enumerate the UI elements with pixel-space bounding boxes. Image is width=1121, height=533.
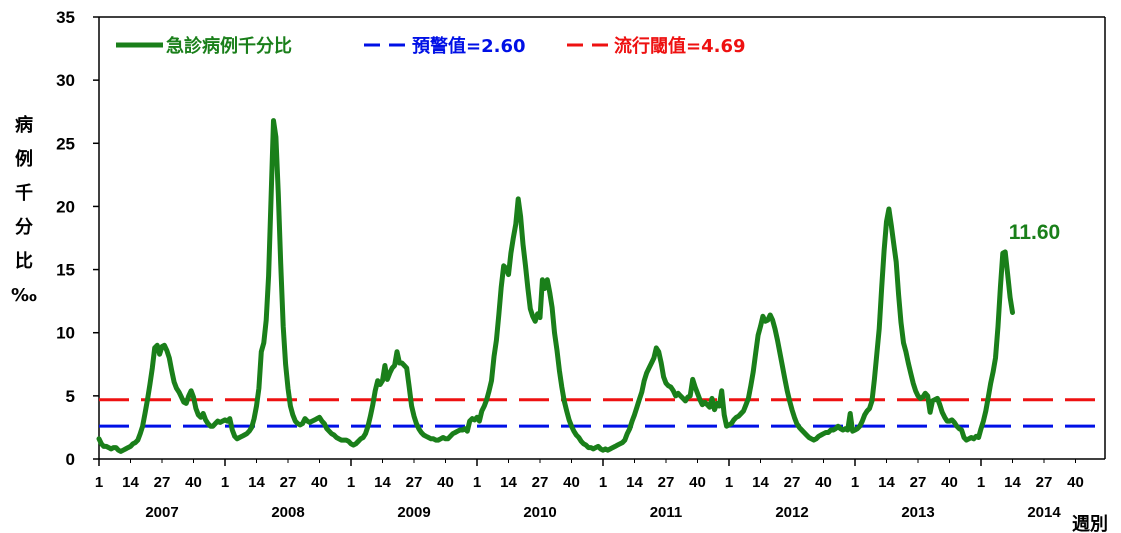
x-tick-label: 14 <box>1004 474 1021 491</box>
x-tick-label: 40 <box>815 474 832 491</box>
y-tick-label: 25 <box>56 134 75 153</box>
legend-label-er-visits: 急診病例千分比 <box>166 35 292 57</box>
x-tick-label: 14 <box>248 474 265 491</box>
legend-label-epidemic: 流行閾值=4.69 <box>614 35 746 57</box>
x-tick-label: 14 <box>374 474 391 491</box>
x-tick-label: 27 <box>784 474 801 491</box>
year-label: 2010 <box>523 504 556 521</box>
x-tick-label: 27 <box>658 474 675 491</box>
x-tick-label: 1 <box>347 474 355 491</box>
x-tick-label: 27 <box>910 474 927 491</box>
year-label: 2014 <box>1027 504 1061 521</box>
y-axis-ticks: 0 5 10 15 20 25 30 35 <box>56 8 99 469</box>
x-tick-label: 27 <box>406 474 423 491</box>
x-tick-label: 40 <box>437 474 454 491</box>
y-axis-label-char: 病 <box>15 114 33 136</box>
y-tick-label: 10 <box>56 324 75 343</box>
year-label: 2012 <box>775 504 808 521</box>
year-label: 2008 <box>271 504 304 521</box>
x-tick-label: 1 <box>599 474 607 491</box>
y-tick-label: 20 <box>56 197 75 216</box>
x-tick-label: 27 <box>154 474 171 491</box>
last-value-label: 11.60 <box>1009 221 1060 244</box>
x-tick-label: 1 <box>977 474 985 491</box>
year-labels: 2007 2008 2009 2010 2011 2012 2013 2014 <box>145 504 1061 521</box>
year-label: 2013 <box>901 504 934 521</box>
x-tick-label: 40 <box>185 474 202 491</box>
x-axis-ticks: 1 14 27 40 1 14 27 40 1 14 27 40 1 14 27 40 1 14 27 40 1 14 27… <box>95 459 1084 491</box>
x-tick-label: 1 <box>725 474 733 491</box>
x-tick-label: 27 <box>1036 474 1053 491</box>
x-tick-label: 14 <box>122 474 139 491</box>
y-tick-label: 5 <box>66 387 75 406</box>
x-tick-label: 40 <box>689 474 706 491</box>
x-tick-label: 27 <box>532 474 549 491</box>
y-tick-label: 35 <box>56 8 75 27</box>
x-tick-label: 40 <box>1067 474 1084 491</box>
x-tick-label: 1 <box>851 474 859 491</box>
y-axis-label-char: 比 <box>15 251 33 272</box>
x-axis-label: 週別 <box>1072 514 1108 533</box>
year-label: 2007 <box>145 504 178 521</box>
x-tick-label: 1 <box>221 474 229 491</box>
x-tick-label: 27 <box>280 474 297 491</box>
x-tick-label: 1 <box>95 474 103 491</box>
y-axis-label-char: 例 <box>15 148 33 170</box>
legend-label-alert: 預警值=2.60 <box>412 35 526 57</box>
year-label: 2009 <box>397 504 430 521</box>
y-axis-label: 病例千分比 ‰ <box>11 114 37 306</box>
x-tick-label: 40 <box>311 474 328 491</box>
y-tick-label: 30 <box>56 71 75 90</box>
y-axis-label-char: ‰ <box>11 285 37 306</box>
x-tick-label: 14 <box>878 474 895 491</box>
x-tick-label: 40 <box>563 474 580 491</box>
x-tick-label: 40 <box>941 474 958 491</box>
year-label: 2011 <box>650 504 683 521</box>
y-axis-label-char: 千 <box>15 183 33 204</box>
y-axis-label-char: 分 <box>15 217 33 238</box>
series-line-er-visits <box>96 118 1015 454</box>
x-tick-label: 1 <box>473 474 481 491</box>
x-tick-label: 14 <box>626 474 643 491</box>
y-tick-label: 0 <box>66 450 75 469</box>
x-tick-label: 14 <box>752 474 769 491</box>
legend: 急診病例千分比 預警值=2.60 流行閾值=4.69 <box>116 35 746 57</box>
y-tick-label: 15 <box>56 261 75 280</box>
x-tick-label: 14 <box>500 474 517 491</box>
